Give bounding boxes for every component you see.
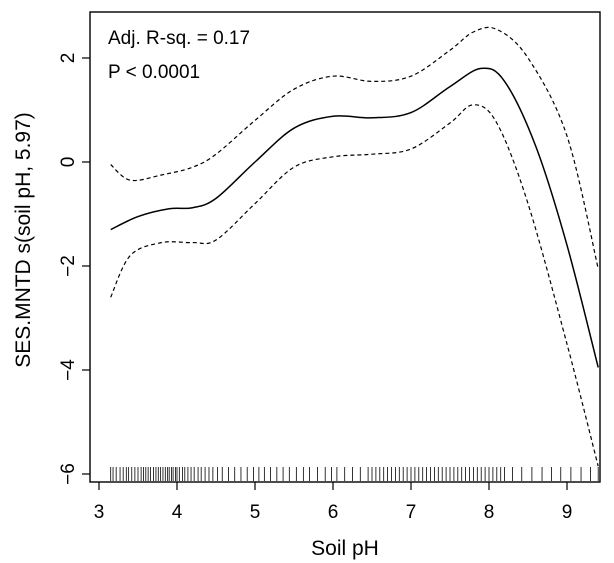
rug-marks bbox=[110, 467, 599, 481]
y-axis-label: SES.MNTD s(soil pH, 5.97) bbox=[12, 112, 35, 368]
plot-frame bbox=[89, 11, 601, 483]
x-axis-label: Soil pH bbox=[311, 537, 379, 560]
x-tick-label: 5 bbox=[250, 502, 261, 523]
x-tick-label: 9 bbox=[562, 502, 573, 523]
x-tick-label: 6 bbox=[328, 502, 339, 523]
y-tick-label: −4 bbox=[58, 359, 79, 381]
smooth-fit-line bbox=[110, 67, 599, 368]
annotation-p-value: P < 0.0001 bbox=[108, 62, 200, 83]
x-axis: 3 4 5 6 7 8 9 bbox=[94, 482, 573, 523]
x-tick-label: 7 bbox=[406, 502, 417, 523]
y-tick-label: 0 bbox=[58, 157, 79, 168]
lower-ci-line bbox=[110, 104, 599, 467]
y-tick-label: −2 bbox=[58, 255, 79, 277]
annotation-r-squared: Adj. R-sq. = 0.17 bbox=[108, 28, 250, 49]
x-tick-label: 4 bbox=[172, 502, 183, 523]
upper-ci-line bbox=[110, 26, 599, 269]
x-tick-label: 8 bbox=[484, 502, 495, 523]
x-tick-label: 3 bbox=[94, 502, 105, 523]
y-axis: −6 −4 −2 0 2 bbox=[58, 53, 90, 485]
y-tick-label: −6 bbox=[58, 463, 79, 485]
y-tick-label: 2 bbox=[58, 53, 79, 64]
series-group bbox=[110, 26, 599, 467]
